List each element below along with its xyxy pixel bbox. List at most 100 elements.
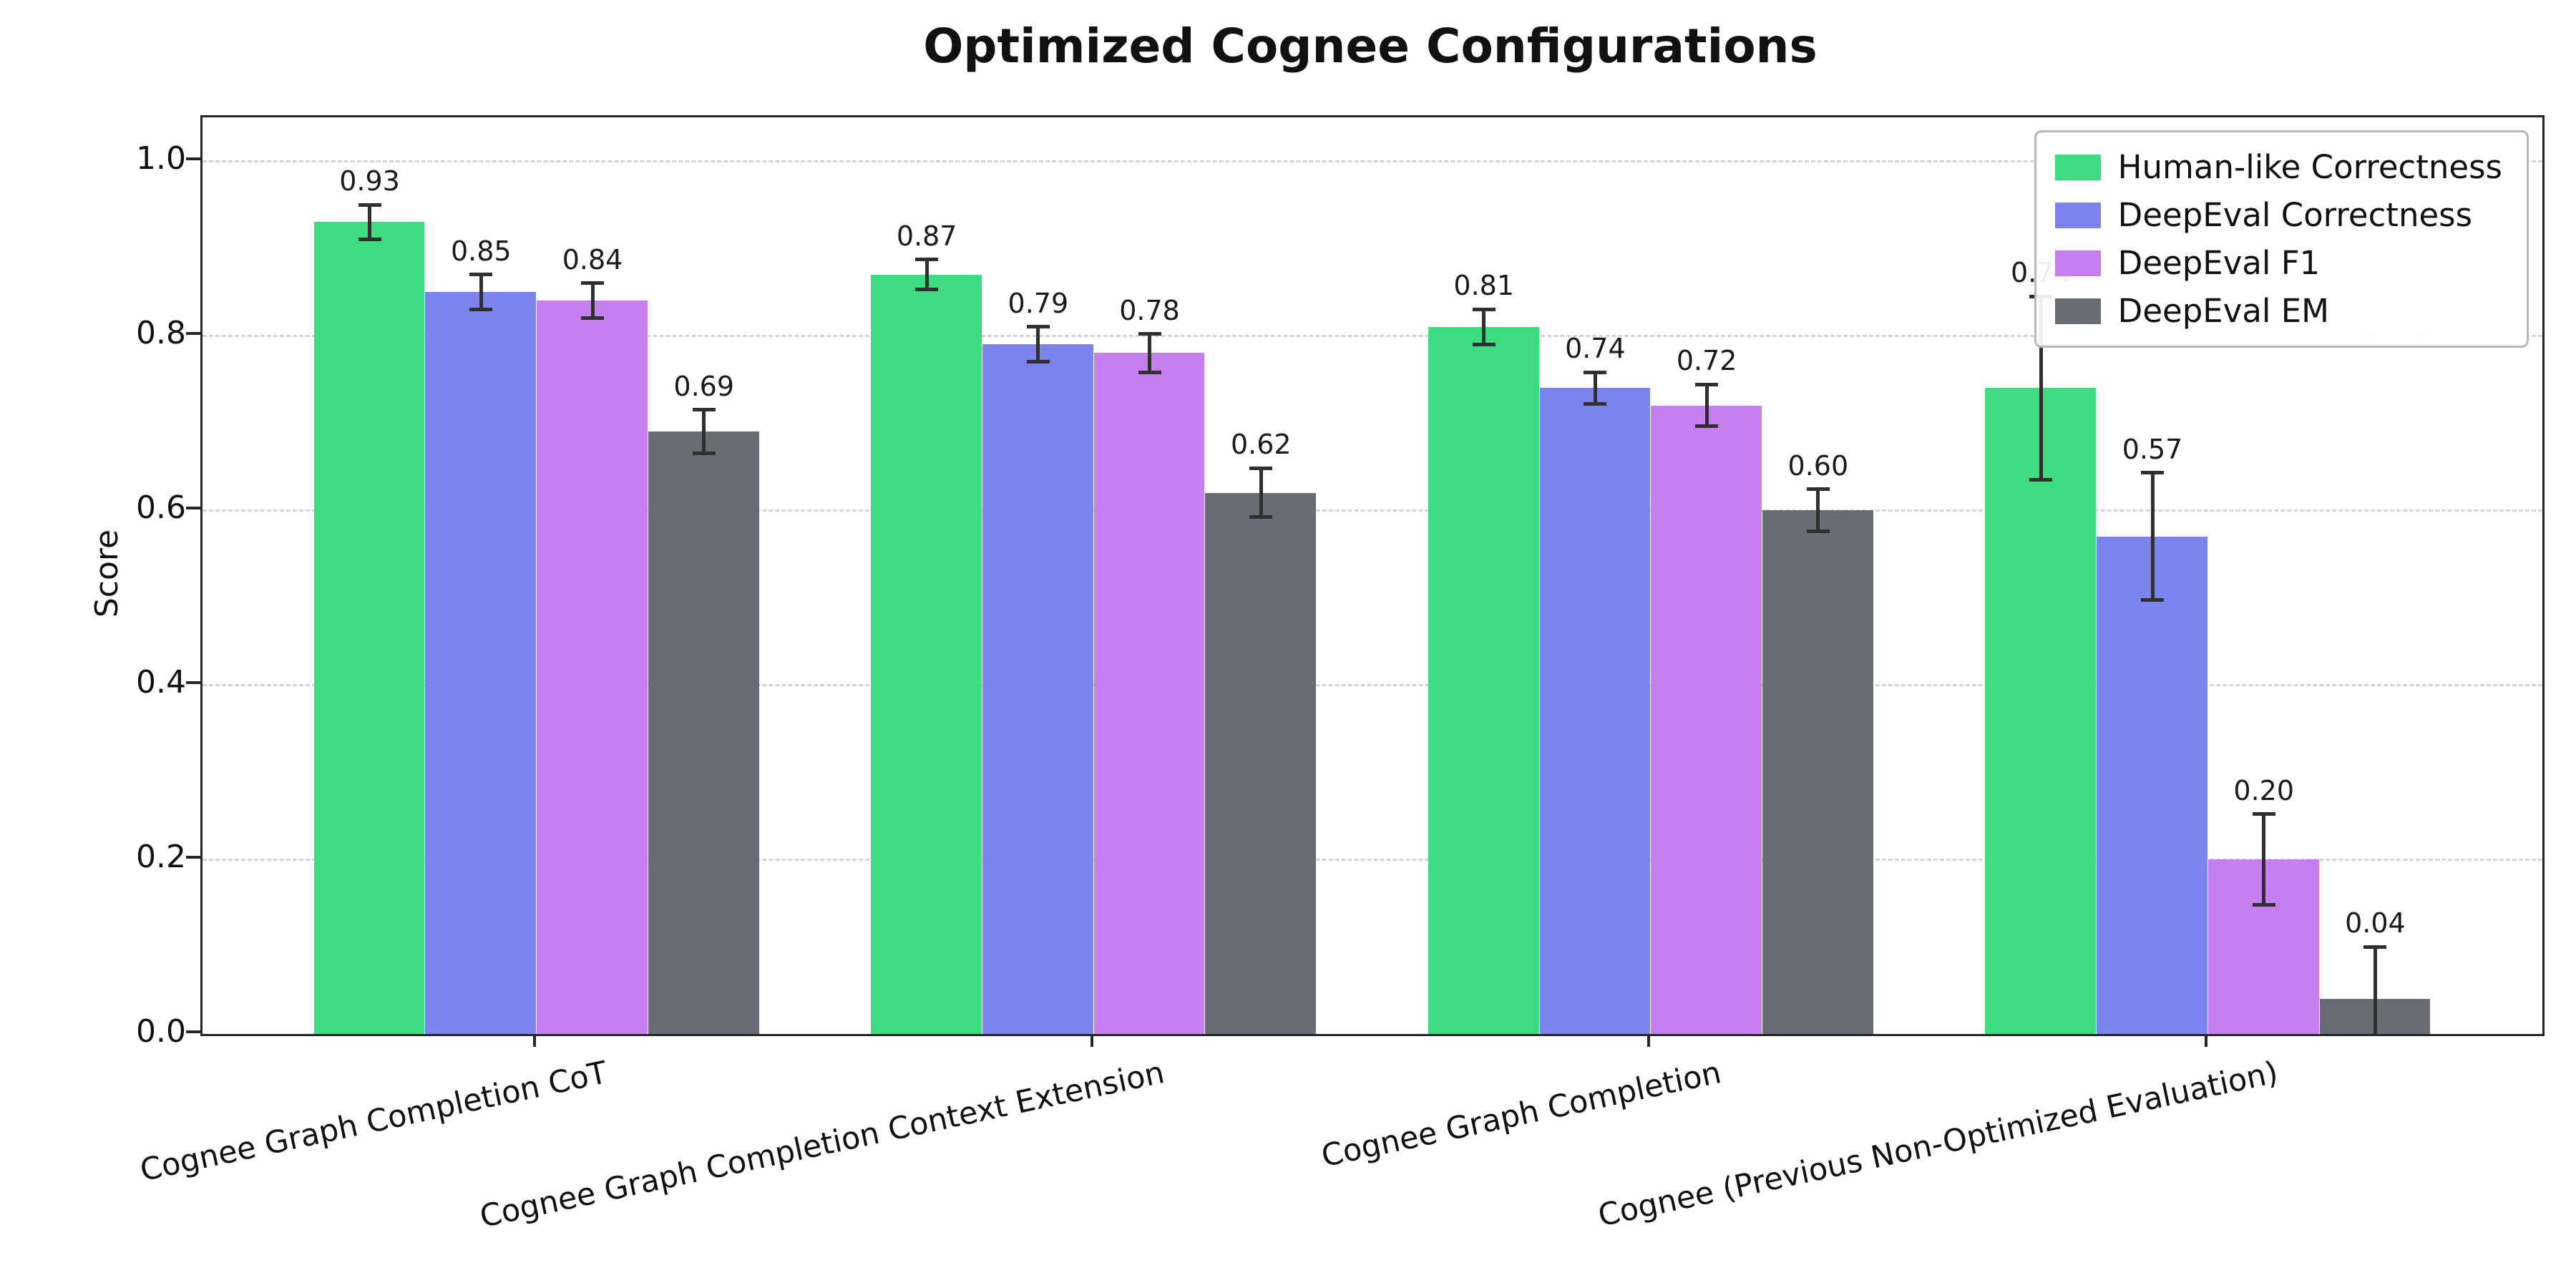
error-bar	[590, 283, 595, 318]
y-tick-label: 0.8	[136, 315, 186, 351]
error-bar-cap	[1584, 370, 1607, 374]
y-tick-mark	[186, 507, 200, 509]
error-bar-cap	[692, 408, 716, 412]
value-label: 0.87	[896, 220, 957, 252]
y-axis-label: Score	[89, 529, 126, 618]
y-tick-label: 0.0	[136, 1013, 186, 1050]
bar-deepeval-f1	[1651, 405, 1762, 1034]
value-label: 0.85	[450, 235, 512, 267]
error-bar-cap	[1806, 529, 1830, 533]
value-label: 0.84	[562, 243, 623, 275]
y-tick-mark	[186, 1030, 200, 1033]
error-bar	[1148, 333, 1152, 373]
legend: Human-like Correctness DeepEval Correctne…	[2034, 130, 2529, 348]
bar-deepeval-correctness	[425, 292, 537, 1034]
bar-deepeval-f1	[1093, 353, 1205, 1034]
x-tick-label: Cognee Graph Completion	[1318, 1055, 1724, 1175]
gridline	[203, 334, 2542, 337]
bar-deepeval-f1	[537, 301, 648, 1034]
error-bar-cap	[581, 281, 604, 286]
value-label: 0.72	[1676, 345, 1737, 377]
bar-human-like-correctness	[313, 222, 425, 1034]
error-bar-cap	[581, 316, 604, 321]
bar-deepeval-correctness	[982, 344, 1093, 1034]
bar-human-like-correctness	[871, 274, 982, 1034]
error-bar-cap	[1249, 515, 1273, 519]
legend-swatch	[2054, 298, 2101, 324]
error-bar-cap	[1472, 342, 1496, 346]
bar-deepeval-correctness	[1539, 388, 1651, 1034]
legend-label: DeepEval F1	[2117, 244, 2321, 282]
bar-deepeval-em	[1205, 492, 1317, 1034]
error-bar	[924, 259, 929, 290]
error-bar	[1482, 309, 1486, 345]
legend-swatch	[2054, 154, 2101, 180]
error-bar	[2039, 296, 2043, 480]
error-bar-cap	[469, 307, 493, 311]
error-bar-cap	[1806, 487, 1830, 492]
error-bar-cap	[1249, 466, 1273, 470]
error-bar	[1036, 326, 1040, 362]
y-tick-mark	[186, 856, 200, 859]
error-bar-cap	[2363, 945, 2387, 949]
legend-swatch	[2054, 202, 2101, 228]
error-bar	[2262, 814, 2266, 905]
legend-item: DeepEval Correctness	[2054, 196, 2502, 234]
value-label: 0.60	[1787, 449, 1849, 482]
error-bar-cap	[2252, 902, 2275, 907]
y-tick-label: 1.0	[136, 140, 186, 177]
bar-deepeval-em	[1762, 510, 1873, 1034]
error-bar-cap	[1026, 360, 1050, 364]
error-bar-cap	[358, 238, 381, 242]
error-bar-cap	[1584, 401, 1607, 406]
legend-label: DeepEval Correctness	[2117, 196, 2473, 234]
value-label: 0.78	[1119, 294, 1180, 326]
legend-item: DeepEval F1	[2054, 244, 2502, 282]
y-tick-mark	[186, 332, 200, 335]
x-tick-mark	[2204, 1034, 2207, 1047]
x-tick-mark	[1647, 1034, 1651, 1047]
legend-label: DeepEval EM	[2117, 292, 2329, 330]
error-bar-cap	[2141, 471, 2164, 475]
y-tick-label: 0.4	[136, 664, 186, 701]
error-bar-cap	[2141, 598, 2164, 602]
error-bar-cap	[358, 203, 381, 207]
bar-human-like-correctness	[1985, 388, 2097, 1034]
value-label: 0.04	[2345, 907, 2406, 939]
error-bar	[479, 274, 483, 310]
gridline	[203, 509, 2542, 512]
y-tick-label: 0.6	[136, 489, 186, 526]
error-bar-cap	[2029, 477, 2053, 482]
y-tick-mark	[186, 157, 200, 160]
error-bar-cap	[1472, 307, 1496, 311]
value-label: 0.93	[339, 165, 400, 197]
error-bar-cap	[469, 273, 493, 277]
value-label: 0.57	[2122, 433, 2183, 465]
error-bar	[2373, 947, 2377, 1034]
error-bar	[1259, 468, 1263, 517]
error-bar	[368, 205, 372, 240]
bar-human-like-correctness	[1428, 326, 1539, 1034]
legend-swatch	[2054, 250, 2101, 276]
y-tick-mark	[186, 681, 200, 684]
error-bar-cap	[1026, 325, 1050, 329]
x-tick-mark	[1090, 1034, 1093, 1047]
x-tick-label: Cognee Graph Completion CoT	[137, 1055, 610, 1189]
error-bar	[1816, 489, 1820, 532]
y-axis-label-container: Score	[84, 115, 130, 1032]
error-bar-cap	[1138, 370, 1161, 374]
error-bar-cap	[1695, 424, 1719, 429]
error-bar-cap	[1695, 382, 1719, 386]
x-tick-mark	[533, 1034, 537, 1047]
error-bar-cap	[692, 452, 716, 456]
error-bar	[1704, 384, 1709, 426]
legend-label: Human-like Correctness	[2117, 148, 2502, 186]
value-label: 0.62	[1230, 429, 1292, 461]
chart-title: Optimized Cognee Configurations	[923, 19, 1818, 74]
value-label: 0.74	[1565, 333, 1626, 365]
value-label: 0.69	[673, 370, 734, 402]
y-tick-label: 0.2	[136, 839, 186, 875]
error-bar-cap	[1138, 332, 1161, 336]
error-bar	[1593, 372, 1597, 404]
